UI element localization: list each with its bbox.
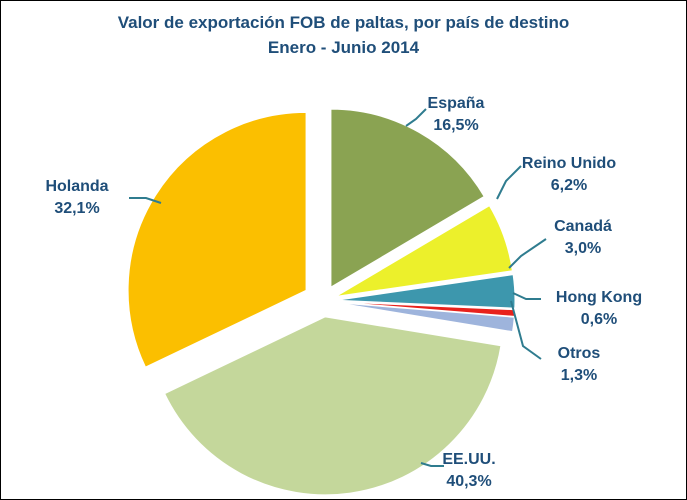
slice-label-holanda: Holanda: [45, 178, 108, 195]
leader-line-holanda: [129, 197, 162, 204]
leader-line-canada: [508, 238, 547, 269]
leader-line-ee-uu: [420, 462, 444, 467]
slice-value-hong-kong: 0,6%: [581, 311, 617, 328]
leader-line-hong-kong: [512, 292, 541, 300]
leader-line-reino-unido: [496, 165, 522, 200]
slice-value-holanda: 32,1%: [54, 200, 99, 217]
slice-value-ee-uu: 40,3%: [446, 473, 491, 490]
slice-label-espana: España: [428, 95, 485, 112]
leader-line-espana: [405, 108, 427, 127]
slice-label-ee-uu: EE.UU.: [442, 451, 495, 468]
chart-title: Valor de exportación FOB de paltas, por …: [117, 13, 570, 32]
pie-slice-reino-unido: [335, 205, 513, 297]
chart-subtitle: Enero - Junio 2014: [267, 38, 420, 57]
slice-value-reino-unido: 6,2%: [551, 177, 587, 194]
pie-slice-ee-uu: [164, 316, 502, 496]
leader-line-otros: [510, 300, 542, 360]
pie-slice-canada: [336, 274, 516, 309]
slice-label-hong-kong: Hong Kong: [556, 289, 642, 306]
pie-slice-espana: [330, 108, 485, 288]
slice-label-reino-unido: Reino Unido: [522, 155, 616, 172]
pie-slice-holanda: [127, 111, 307, 368]
slice-value-espana: 16,5%: [433, 117, 478, 134]
slice-label-otros: Otros: [558, 345, 601, 362]
slice-value-otros: 1,3%: [561, 367, 597, 384]
slice-value-canada: 3,0%: [565, 240, 601, 257]
slice-label-canada: Canadá: [554, 218, 612, 235]
